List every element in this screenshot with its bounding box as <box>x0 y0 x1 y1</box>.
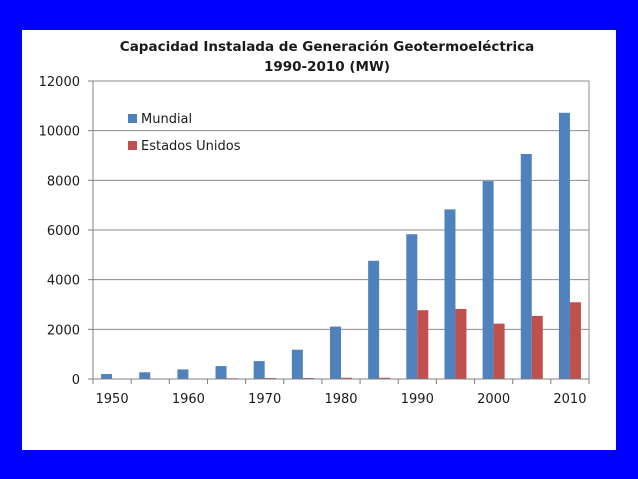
y-tick-label: 2000 <box>47 323 80 338</box>
legend-swatch-estados-unidos <box>128 141 137 150</box>
y-tick-label: 12000 <box>39 75 80 90</box>
bar-mundial-1995 <box>444 209 456 379</box>
x-tick-label: 2010 <box>553 392 586 407</box>
x-tick-label: 1950 <box>96 392 129 407</box>
y-tick-label: 10000 <box>39 125 80 140</box>
x-tick-label: 1980 <box>324 392 357 407</box>
y-tick-label: 8000 <box>47 174 80 189</box>
bar-estados-unidos-1995 <box>455 308 467 379</box>
y-tick-label: 4000 <box>47 274 80 289</box>
bar-estados-unidos-1985 <box>379 377 391 379</box>
bar-mundial-1950 <box>101 374 113 379</box>
chart-title-line-1: Capacidad Instalada de Generación Geoter… <box>120 39 534 55</box>
bar-estados-unidos-2000 <box>493 323 505 379</box>
x-tick-label: 2000 <box>477 392 510 407</box>
bar-estados-unidos-2010 <box>569 302 581 379</box>
legend-swatch-mundial <box>128 114 137 123</box>
axes: 0 2000 4000 6000 8000 10000 12000 1950 1960 1970 1… <box>39 75 590 407</box>
y-tick-label: 0 <box>72 373 80 388</box>
bar-mundial-1970 <box>253 361 265 379</box>
bar-mundial-2010 <box>558 112 570 379</box>
x-tick-label: 1970 <box>248 392 281 407</box>
chart-title-line-2: 1990-2010 (MW) <box>264 59 390 75</box>
bar-mundial-2005 <box>520 154 532 379</box>
bar-mundial-1980 <box>330 326 341 379</box>
x-tick-label: 1960 <box>172 392 205 407</box>
bar-chart: Capacidad Instalada de Generación Geoter… <box>39 39 590 407</box>
bar-estados-unidos-1980 <box>341 377 352 379</box>
legend: Mundial Estados Unidos <box>128 112 241 154</box>
bar-estados-unidos-2005 <box>531 315 543 379</box>
bar-mundial-1960 <box>177 369 189 379</box>
y-tick-label: 6000 <box>47 224 80 239</box>
x-tick-label: 1990 <box>401 392 434 407</box>
bar-mundial-1990 <box>406 234 418 379</box>
bars <box>101 112 581 379</box>
legend-label-mundial: Mundial <box>141 112 192 127</box>
bar-estados-unidos-1990 <box>417 310 429 379</box>
bar-mundial-1965 <box>215 366 227 379</box>
gridlines <box>93 80 590 379</box>
bar-mundial-1975 <box>291 349 303 379</box>
legend-label-estados-unidos: Estados Unidos <box>141 139 241 154</box>
chart-panel: Capacidad Instalada de Generación Geoter… <box>22 30 616 450</box>
bar-mundial-1955 <box>139 372 151 379</box>
bar-mundial-2000 <box>482 181 494 379</box>
bar-mundial-1985 <box>368 260 380 379</box>
